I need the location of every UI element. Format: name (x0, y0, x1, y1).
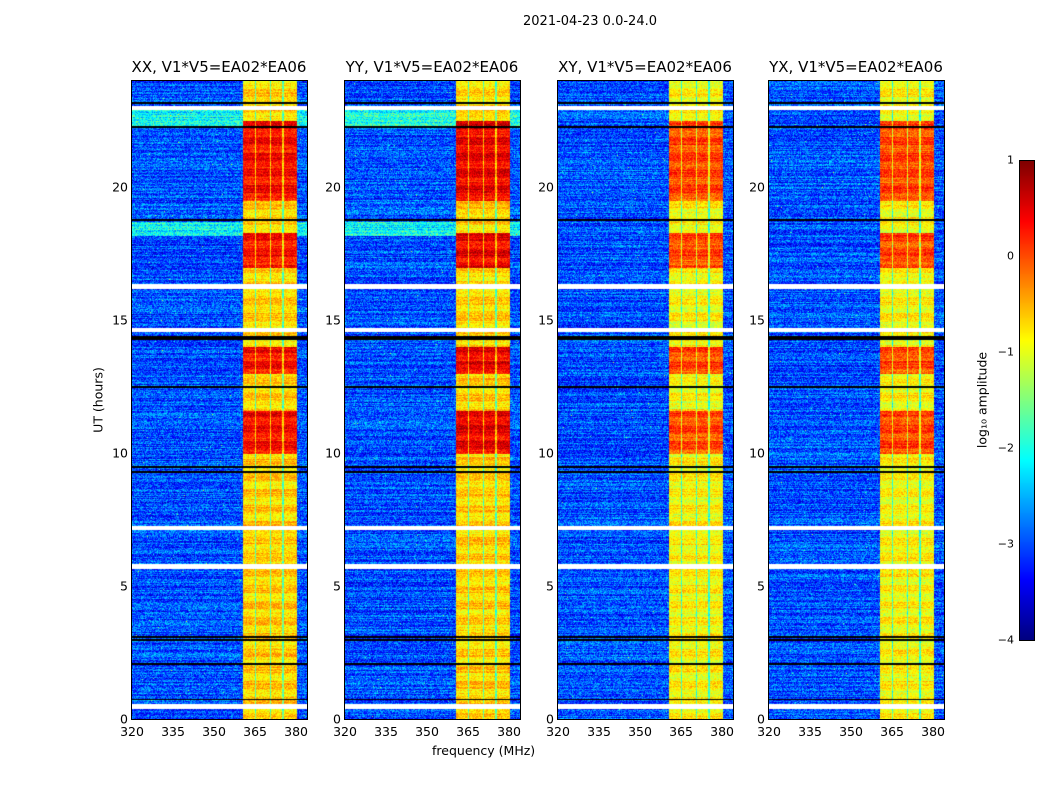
figure-title: 2021-04-23 0.0-24.0 (523, 14, 657, 29)
heatmap-cells (345, 81, 520, 719)
x-tick-label: 350 (628, 724, 652, 739)
panel-title: YY, V1*V5=EA02*EA06 (345, 58, 519, 76)
x-tick-label: 320 (546, 724, 570, 739)
spectrogram-panel (344, 80, 521, 720)
y-tick-label: 15 (325, 312, 341, 328)
colorbar-tick-label: −2 (997, 441, 1014, 455)
y-tick-label: 20 (325, 179, 341, 195)
x-tick-label: 380 (497, 724, 521, 739)
colorbar-tick-label: −4 (997, 633, 1014, 647)
y-tick-label: 10 (538, 445, 554, 461)
x-tick-label: 350 (839, 724, 863, 739)
y-tick-label: 20 (538, 179, 554, 195)
y-tick-label: 0 (546, 711, 554, 727)
heatmap-cells (769, 81, 944, 719)
x-tick-label: 320 (120, 724, 144, 739)
y-tick-label: 5 (546, 578, 554, 594)
x-tick-label: 320 (757, 724, 781, 739)
y-tick-label: 0 (120, 711, 128, 727)
x-tick-label: 365 (243, 724, 267, 739)
heatmap-cells (558, 81, 733, 719)
x-tick-label: 380 (921, 724, 945, 739)
x-axis-label: frequency (MHz) (432, 743, 536, 758)
y-tick-label: 5 (120, 578, 128, 594)
x-tick-label: 380 (710, 724, 734, 739)
x-tick-label: 365 (456, 724, 480, 739)
x-tick-label: 335 (798, 724, 822, 739)
y-axis-label: UT (hours) (90, 367, 106, 433)
x-tick-label: 350 (415, 724, 439, 739)
colorbar-tick-label: 0 (1007, 249, 1014, 263)
y-tick-label: 15 (538, 312, 554, 328)
colorbar-label: log₁₀ amplitude (974, 351, 990, 449)
x-tick-label: 350 (202, 724, 226, 739)
y-tick-label: 10 (112, 445, 128, 461)
y-tick-label: 10 (749, 445, 765, 461)
panel-title: XX, V1*V5=EA02*EA06 (131, 58, 307, 76)
y-tick-label: 5 (333, 578, 341, 594)
x-tick-label: 335 (161, 724, 185, 739)
y-tick-label: 15 (749, 312, 765, 328)
x-tick-label: 335 (587, 724, 611, 739)
panel-title: XY, V1*V5=EA02*EA06 (558, 58, 732, 76)
colorbar-tick-label: 1 (1007, 153, 1014, 167)
x-tick-label: 335 (374, 724, 398, 739)
y-tick-label: 20 (112, 179, 128, 195)
colorbar-tick-label: −3 (997, 537, 1014, 551)
spectrogram-panel (131, 80, 308, 720)
x-tick-label: 365 (669, 724, 693, 739)
y-tick-label: 5 (757, 578, 765, 594)
heatmap-cells (132, 81, 307, 719)
colorbar-tick-label: −1 (997, 345, 1014, 359)
x-tick-label: 380 (284, 724, 308, 739)
y-tick-label: 0 (757, 711, 765, 727)
x-tick-label: 320 (333, 724, 357, 739)
colorbar (1019, 160, 1035, 641)
y-tick-label: 0 (333, 711, 341, 727)
spectrogram-panel (768, 80, 945, 720)
y-tick-label: 20 (749, 179, 765, 195)
spectrogram-panel (557, 80, 734, 720)
panel-title: YX, V1*V5=EA02*EA06 (769, 58, 943, 76)
y-tick-label: 15 (112, 312, 128, 328)
y-tick-label: 10 (325, 445, 341, 461)
x-tick-label: 365 (880, 724, 904, 739)
